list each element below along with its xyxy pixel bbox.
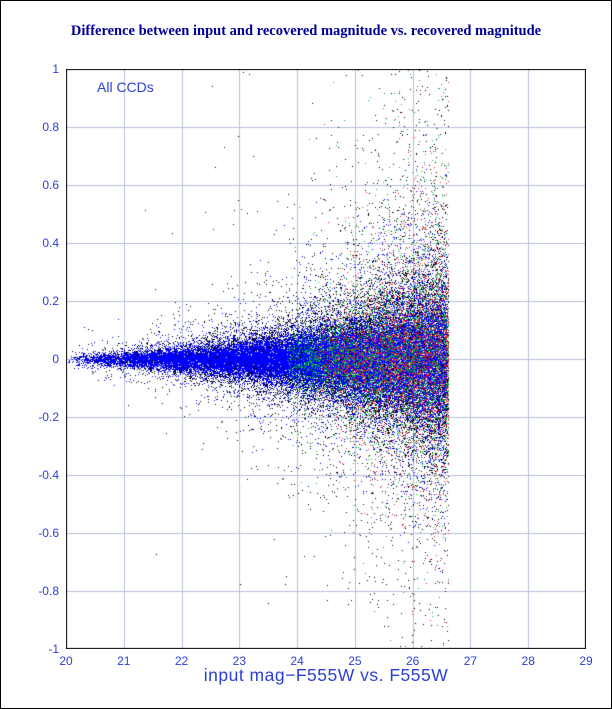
scatter-canvas <box>66 69 586 649</box>
x-tick-label: 21 <box>117 654 131 668</box>
x-tick-label: 29 <box>579 654 593 668</box>
x-tick-label: 26 <box>405 654 420 668</box>
y-tick-label: 0.8 <box>42 120 59 134</box>
ccd-annotation: All CCDs <box>97 79 154 95</box>
x-tick-label: 28 <box>521 654 535 668</box>
y-tick-label: 0.4 <box>42 236 59 250</box>
x-tick-label: 20 <box>59 654 73 668</box>
y-tick-label: -0.6 <box>38 526 59 540</box>
x-axis-title: input mag−F555W vs. F555W <box>203 665 449 685</box>
x-tick-label: 23 <box>232 654 246 668</box>
y-tick-label: 0.2 <box>42 294 59 308</box>
y-tick-label: -0.4 <box>38 468 59 482</box>
y-tick-label: 0.6 <box>42 178 59 192</box>
x-tick-label: 24 <box>290 654 304 668</box>
y-tick-label: 1 <box>52 62 59 76</box>
y-tick-label: 0 <box>52 352 59 366</box>
x-tick-label: 27 <box>463 654 478 668</box>
x-tick-label: 22 <box>174 654 189 668</box>
y-tick-label: -0.8 <box>38 584 59 598</box>
y-tick-label: -1 <box>48 642 59 656</box>
x-tick-label: 25 <box>348 654 362 668</box>
chart-title: Difference between input and recovered m… <box>70 23 542 39</box>
y-tick-label: -0.2 <box>38 410 59 424</box>
